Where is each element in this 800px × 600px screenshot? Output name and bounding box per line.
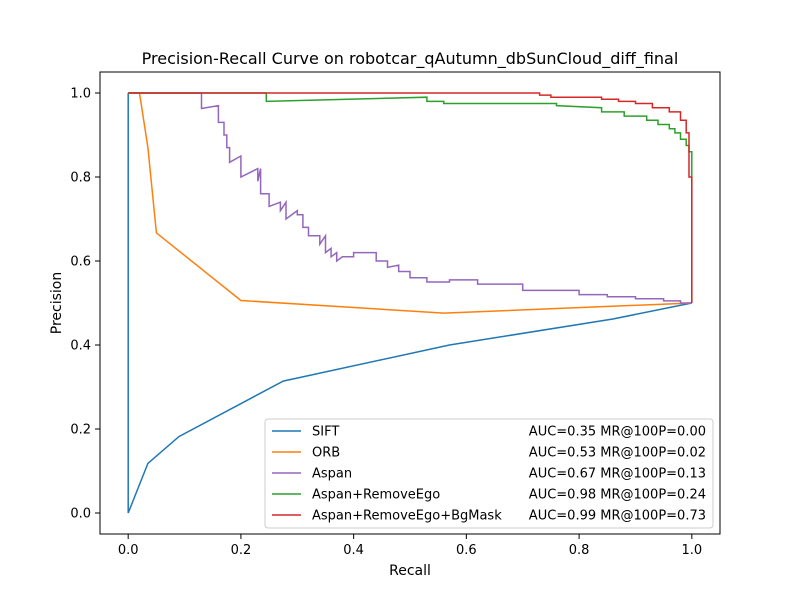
- y-tick-label: 0.0: [70, 507, 91, 522]
- y-tick-label: 0.6: [70, 255, 91, 270]
- x-axis: 0.0 0.2 0.4 0.6 0.8 1.0: [118, 534, 702, 558]
- x-axis-label: Recall: [389, 563, 431, 579]
- y-tick-label: 0.2: [70, 423, 91, 438]
- legend-stat-orb: AUC=0.53 MR@100P=0.02: [529, 446, 706, 461]
- y-axis: 0.0 0.2 0.4 0.6 0.8 1.0: [70, 87, 100, 522]
- legend-stat-aspan-removeego-bgmask: AUC=0.99 MR@100P=0.73: [529, 509, 706, 524]
- legend-box: [264, 418, 714, 529]
- series-line-aspan-removeego-bgmask: [128, 92, 693, 303]
- axes-frame: [99, 71, 721, 535]
- legend-label-aspan-removeego: Aspan+RemoveEgo: [312, 488, 440, 503]
- plot-area: [127, 92, 693, 514]
- series-line-aspan: [128, 92, 692, 304]
- legend-label-sift: SIFT: [312, 425, 339, 440]
- y-axis-label: Precision: [49, 272, 65, 334]
- series-line-aspan-removeego: [128, 92, 693, 303]
- legend: SIFT AUC=0.35 MR@100P=0.00 ORB AUC=0.53 MR@…: [264, 418, 714, 529]
- y-tick-label: 0.4: [70, 339, 91, 354]
- legend-label-aspan: Aspan: [312, 467, 352, 482]
- x-tick-label: 0.8: [569, 543, 590, 558]
- legend-stat-aspan-removeego: AUC=0.98 MR@100P=0.24: [529, 488, 706, 503]
- series-layer: [127, 92, 693, 514]
- y-tick-label: 0.8: [70, 171, 91, 186]
- x-tick-label: 0.0: [118, 543, 139, 558]
- chart-title: Precision-Recall Curve on robotcar_qAutu…: [142, 49, 679, 69]
- x-tick-label: 0.4: [343, 543, 364, 558]
- x-tick-label: 0.6: [456, 543, 477, 558]
- legend-stat-sift: AUC=0.35 MR@100P=0.00: [529, 425, 706, 440]
- legend-label-orb: ORB: [312, 446, 340, 461]
- x-tick-label: 1.0: [681, 543, 702, 558]
- legend-label-aspan-removeego-bgmask: Aspan+RemoveEgo+BgMask: [312, 509, 502, 524]
- series-line-sift: [127, 93, 692, 514]
- y-tick-label: 1.0: [70, 87, 91, 102]
- legend-stat-aspan: AUC=0.67 MR@100P=0.13: [529, 467, 706, 482]
- x-tick-label: 0.2: [231, 543, 252, 558]
